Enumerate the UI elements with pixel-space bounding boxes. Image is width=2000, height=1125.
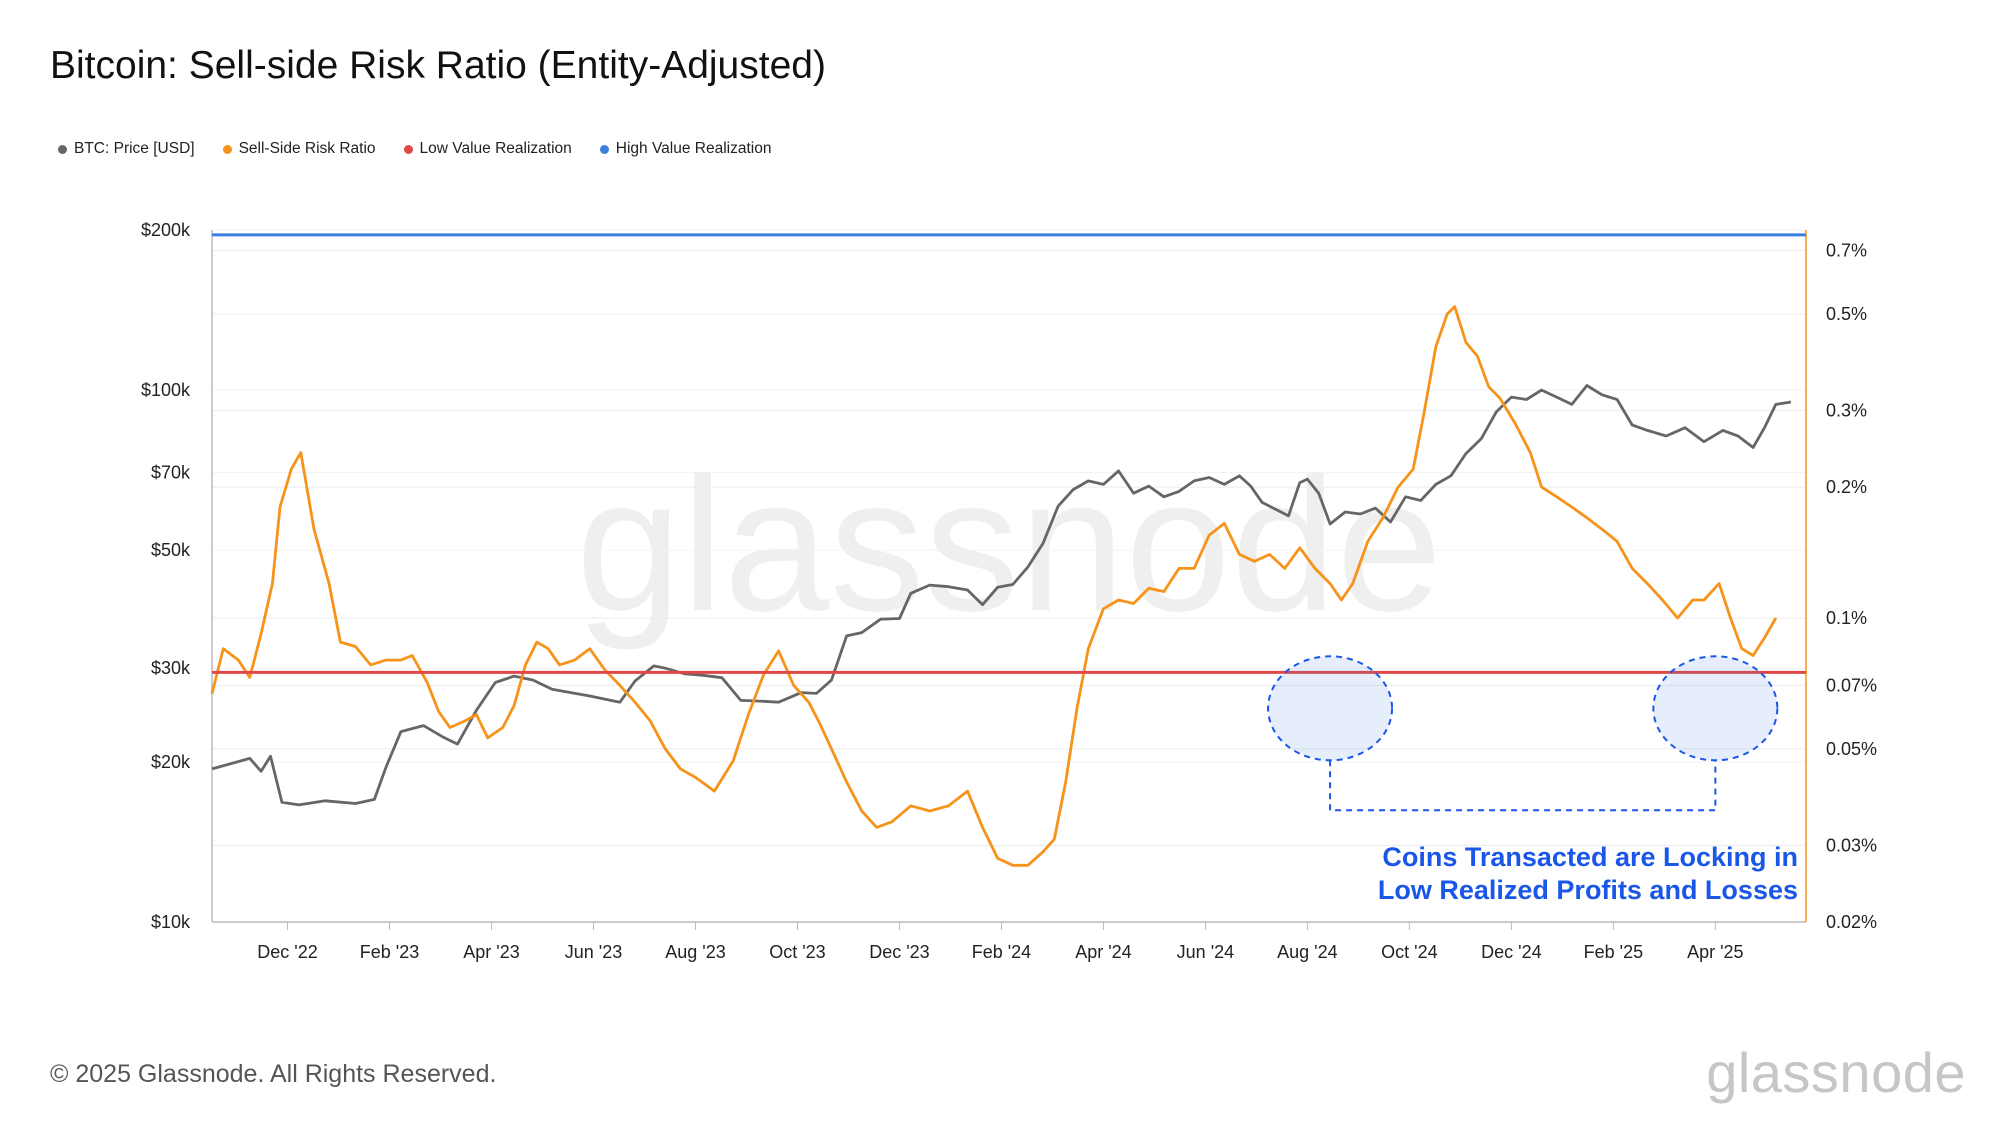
legend-dot-price — [58, 144, 67, 154]
legend-item-ssr[interactable]: Sell-Side Risk Ratio — [222, 140, 376, 158]
x-tick-label: Dec '22 — [257, 942, 317, 962]
x-tick-label: Feb '23 — [360, 942, 419, 962]
legend-item-low[interactable]: Low Value Realization — [403, 140, 572, 158]
y-right-tick-label: 0.03% — [1826, 835, 1877, 855]
brand-logo: glassnode — [1706, 1041, 1966, 1104]
legend-label-ssr: Sell-Side Risk Ratio — [238, 140, 376, 157]
annotation-text-line: Coins Transacted are Locking in — [1382, 842, 1798, 872]
x-tick-label: Aug '23 — [665, 942, 726, 962]
legend-dot-high — [599, 144, 609, 154]
x-tick-label: Dec '24 — [1481, 942, 1541, 962]
y-left-tick-label: $50k — [151, 540, 191, 560]
y-left-tick-label: $100k — [141, 380, 191, 400]
x-tick-label: Feb '25 — [1584, 942, 1643, 962]
legend-item-price[interactable]: BTC: Price [USD] — [58, 140, 195, 158]
annotation-bracket — [1329, 760, 1717, 812]
x-tick-label: Oct '23 — [769, 942, 825, 962]
x-tick-label: Jun '24 — [1177, 942, 1234, 962]
legend-label-high: High Value Realization — [615, 140, 772, 157]
y-left-tick-label: $20k — [151, 752, 191, 772]
y-left-tick-label: $200k — [141, 220, 191, 240]
x-tick-label: Apr '24 — [1075, 942, 1131, 962]
x-tick-label: Dec '23 — [869, 942, 929, 962]
x-tick-label: Apr '25 — [1687, 942, 1743, 962]
x-tick-label: Jun '23 — [565, 942, 622, 962]
y-right-tick-label: 0.2% — [1826, 477, 1867, 497]
x-tick-label: Feb '24 — [972, 942, 1031, 962]
copyright-text: © 2025 Glassnode. All Rights Reserved. — [50, 1060, 497, 1088]
y-right-tick-label: 0.7% — [1826, 240, 1867, 260]
watermark: glassnode — [576, 439, 1442, 651]
series-line-sell-side-risk-ratio — [210, 305, 1778, 867]
y-right-tick-label: 0.3% — [1826, 400, 1867, 420]
legend-label-price: BTC: Price [USD] — [74, 140, 195, 157]
y-right-tick-label: 0.07% — [1826, 675, 1877, 695]
series-line-btc-price-usd- — [211, 384, 1792, 807]
annotation-ellipse-right — [1652, 655, 1779, 762]
x-tick-label: Oct '24 — [1381, 942, 1437, 962]
x-tick-label: Apr '23 — [463, 942, 519, 962]
y-right-tick-label: 0.05% — [1826, 739, 1877, 759]
x-tick-label: Aug '24 — [1277, 942, 1338, 962]
legend-dot-low — [403, 144, 413, 154]
y-right-tick-label: 0.02% — [1826, 912, 1877, 932]
legend-label-low: Low Value Realization — [419, 140, 572, 157]
annotation-ellipse-left — [1267, 655, 1394, 762]
legend-item-high[interactable]: High Value Realization — [599, 140, 772, 158]
legend: BTC: Price [USD] Sell-Side Risk Ratio Lo… — [58, 140, 771, 158]
chart-title: Bitcoin: Sell-side Risk Ratio (Entity-Ad… — [50, 44, 826, 87]
y-right-tick-label: 0.1% — [1826, 608, 1867, 628]
annotation-text-line: Low Realized Profits and Losses — [1378, 875, 1798, 905]
y-left-tick-label: $30k — [151, 658, 191, 678]
y-left-tick-label: $70k — [151, 463, 191, 483]
y-right-tick-label: 0.5% — [1826, 304, 1867, 324]
legend-dot-ssr — [222, 144, 232, 154]
y-left-tick-label: $10k — [151, 912, 191, 932]
